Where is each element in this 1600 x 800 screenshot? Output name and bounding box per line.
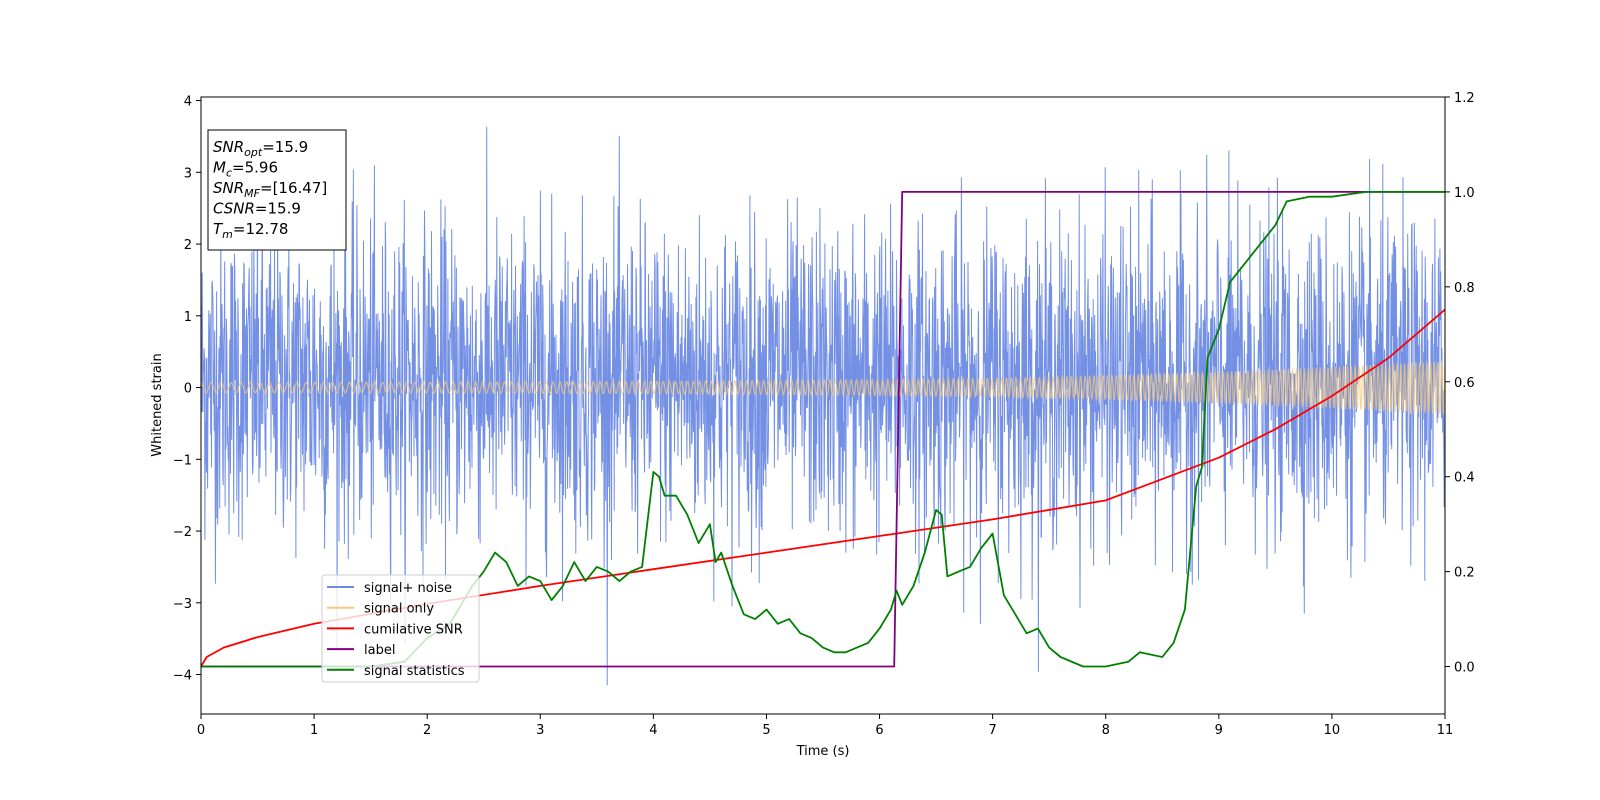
y-right-tick-label: 0.4 [1454,471,1475,486]
info-box-frame [207,129,347,251]
x-tick-label: 2 [423,723,431,738]
info-box-line: CSNR=15.9 [213,200,301,218]
y-axis-right: 0.0 0.2 0.4 0.6 0.8 1.0 1.2 [1445,91,1475,676]
info-box-line: Mc=5.96 [213,159,278,180]
x-tick-label: 6 [875,723,883,738]
y-axis-left: −4 −3 −2 −1 0 1 2 3 4 [173,95,201,684]
y-left-tick-label: −3 [173,597,192,612]
plot-frame [200,96,1446,715]
legend-frame [321,574,480,683]
y-left-tick-label: 0 [184,382,192,397]
y-left-tick-label: 3 [184,166,192,181]
legend: signal+ noise signal only cumilative SNR la… [321,574,480,683]
series-signal-statistics [201,191,1445,668]
legend-label: cumilative SNR [364,622,463,637]
series-signal-only [201,360,1445,415]
y-left-tick-label: 1 [184,310,192,325]
x-tick-label: 10 [1324,723,1341,738]
x-tick-label: 0 [197,723,205,738]
legend-label: signal+ noise [364,581,452,596]
info-box-line: SNRMF=[16.47] [213,179,327,200]
info-box-line: SNRopt=15.9 [213,138,308,159]
y-left-tick-label: −2 [173,525,192,540]
x-tick-label: 3 [536,723,544,738]
legend-label: signal only [364,602,434,617]
x-tick-label: 5 [762,723,770,738]
y-right-tick-label: 0.2 [1454,566,1475,581]
y-left-tick-label: 2 [184,238,192,253]
x-axis: 0 1 2 3 4 5 6 7 8 9 10 11 [197,714,1453,738]
y-left-tick-label: 4 [184,95,192,110]
y-right-tick-label: 1.0 [1454,186,1475,201]
x-tick-label: 7 [988,723,996,738]
x-tick-label: 1 [310,723,318,738]
x-tick-label: 4 [649,723,657,738]
info-box: SNRopt=15.9Mc=5.96SNRMF=[16.47]CSNR=15.9… [207,129,347,251]
x-tick-label: 11 [1437,723,1454,738]
x-tick-label: 8 [1102,723,1110,738]
y-right-tick-label: 1.2 [1454,91,1475,106]
series-label [201,191,1445,668]
legend-label: label [364,643,395,658]
series-signal-noise [201,126,1445,686]
y-left-tick-label: −1 [173,453,192,468]
x-axis-label: Time (s) [796,744,850,759]
series-cumilative-snr [201,308,1445,667]
y-right-tick-label: 0.6 [1454,376,1475,391]
legend-label: signal statistics [364,664,465,679]
series-layer [201,126,1445,686]
x-tick-label: 9 [1215,723,1223,738]
y-axis-label: Whitened strain [150,353,165,456]
y-right-tick-label: 0.0 [1454,661,1475,676]
y-right-tick-label: 0.8 [1454,281,1475,296]
info-box-line: Tm=12.78 [213,220,288,241]
y-left-tick-label: −4 [173,669,192,684]
